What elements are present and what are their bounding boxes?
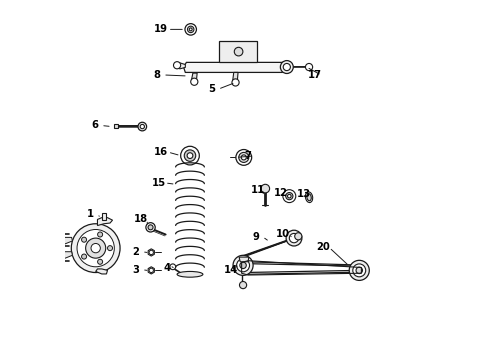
Circle shape bbox=[138, 122, 146, 131]
Circle shape bbox=[305, 63, 312, 71]
Circle shape bbox=[98, 259, 102, 264]
Text: 19: 19 bbox=[154, 24, 168, 35]
Circle shape bbox=[233, 255, 253, 275]
Polygon shape bbox=[96, 269, 107, 274]
Circle shape bbox=[287, 194, 290, 198]
Circle shape bbox=[173, 62, 180, 69]
Text: 11: 11 bbox=[250, 185, 264, 195]
Circle shape bbox=[235, 149, 251, 165]
Circle shape bbox=[145, 223, 155, 232]
Text: 3: 3 bbox=[132, 265, 139, 275]
Circle shape bbox=[241, 155, 246, 160]
Circle shape bbox=[285, 193, 292, 200]
Ellipse shape bbox=[306, 194, 311, 201]
Circle shape bbox=[285, 230, 301, 246]
Circle shape bbox=[238, 152, 248, 162]
Text: 12: 12 bbox=[273, 188, 287, 198]
Ellipse shape bbox=[305, 192, 312, 203]
Text: 14: 14 bbox=[224, 265, 238, 275]
Circle shape bbox=[71, 224, 120, 273]
Polygon shape bbox=[102, 213, 106, 220]
Text: 18: 18 bbox=[133, 215, 147, 224]
Circle shape bbox=[294, 233, 301, 240]
Text: 7: 7 bbox=[244, 151, 250, 161]
Polygon shape bbox=[191, 73, 197, 82]
Text: 6: 6 bbox=[91, 121, 98, 130]
Circle shape bbox=[234, 47, 243, 56]
Polygon shape bbox=[183, 62, 285, 72]
Text: 13: 13 bbox=[296, 189, 310, 199]
Circle shape bbox=[149, 250, 153, 255]
Text: 5: 5 bbox=[207, 84, 215, 94]
Circle shape bbox=[184, 150, 195, 161]
Polygon shape bbox=[63, 252, 72, 259]
Text: 2: 2 bbox=[132, 247, 139, 257]
Circle shape bbox=[261, 184, 269, 193]
Circle shape bbox=[91, 243, 100, 253]
Circle shape bbox=[107, 246, 112, 251]
Circle shape bbox=[148, 225, 153, 230]
Text: 10: 10 bbox=[276, 229, 290, 239]
Circle shape bbox=[149, 268, 153, 273]
Polygon shape bbox=[97, 218, 112, 226]
Circle shape bbox=[352, 264, 365, 277]
Circle shape bbox=[239, 282, 246, 289]
Text: 9: 9 bbox=[252, 232, 259, 242]
Text: 4: 4 bbox=[163, 262, 170, 273]
Ellipse shape bbox=[177, 271, 203, 277]
Circle shape bbox=[189, 28, 192, 31]
Circle shape bbox=[85, 238, 105, 258]
Circle shape bbox=[282, 190, 295, 203]
Circle shape bbox=[231, 79, 239, 86]
Bar bbox=[219, 41, 257, 62]
Circle shape bbox=[184, 24, 196, 35]
Text: 17: 17 bbox=[307, 70, 322, 80]
Text: 1: 1 bbox=[87, 209, 94, 219]
Circle shape bbox=[180, 146, 199, 165]
Text: 16: 16 bbox=[154, 147, 168, 157]
Circle shape bbox=[98, 232, 102, 237]
Circle shape bbox=[169, 264, 175, 270]
Polygon shape bbox=[239, 257, 248, 262]
Circle shape bbox=[283, 63, 290, 71]
Circle shape bbox=[190, 78, 198, 85]
Circle shape bbox=[236, 259, 249, 272]
Circle shape bbox=[355, 267, 362, 274]
Bar bbox=[114, 124, 118, 128]
Polygon shape bbox=[63, 237, 72, 244]
Text: 20: 20 bbox=[315, 242, 329, 252]
Circle shape bbox=[289, 233, 298, 243]
Circle shape bbox=[348, 260, 368, 280]
Text: 15: 15 bbox=[151, 178, 165, 188]
Circle shape bbox=[81, 254, 86, 259]
Circle shape bbox=[77, 229, 114, 267]
Polygon shape bbox=[232, 72, 238, 82]
Circle shape bbox=[239, 262, 246, 269]
Polygon shape bbox=[148, 249, 154, 256]
Circle shape bbox=[187, 153, 192, 158]
Polygon shape bbox=[148, 267, 154, 274]
Circle shape bbox=[187, 26, 194, 33]
Polygon shape bbox=[175, 62, 185, 69]
Circle shape bbox=[140, 125, 144, 129]
Circle shape bbox=[280, 60, 293, 73]
Text: 8: 8 bbox=[153, 70, 160, 80]
Circle shape bbox=[81, 237, 86, 242]
